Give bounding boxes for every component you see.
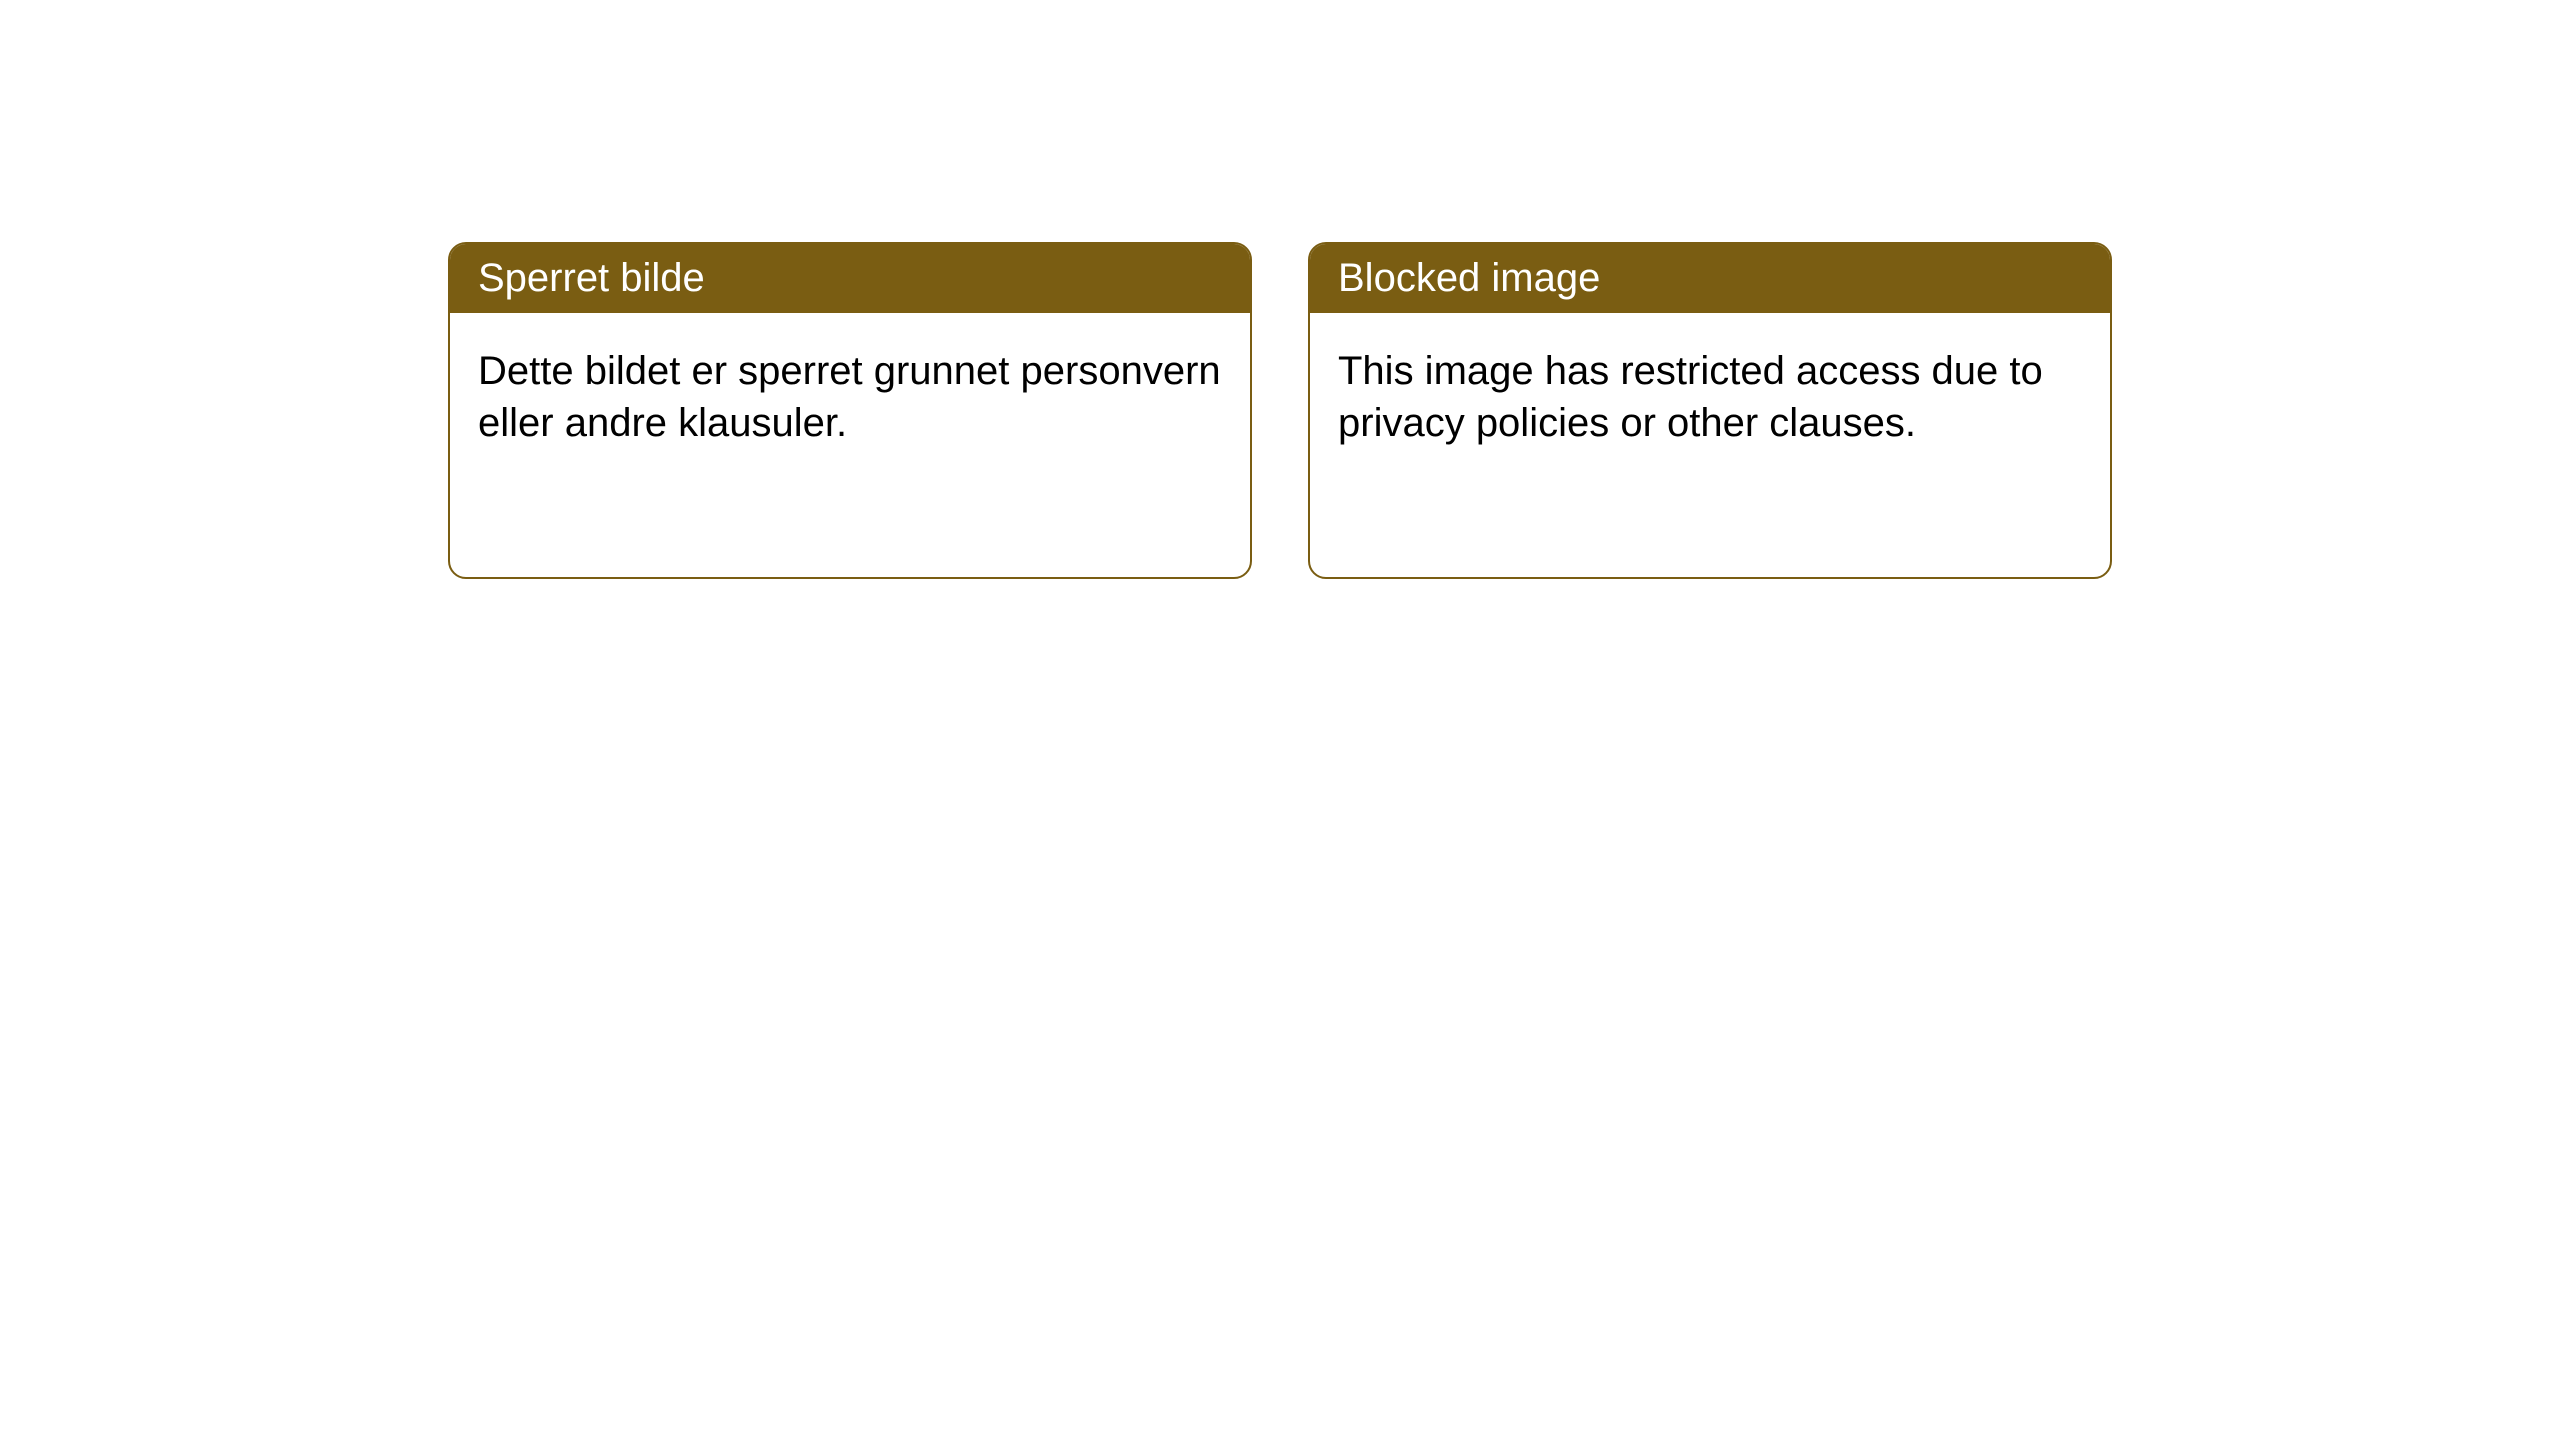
notice-card-norwegian: Sperret bilde Dette bildet er sperret gr… [448,242,1252,579]
notice-card-english: Blocked image This image has restricted … [1308,242,2112,579]
notice-header: Sperret bilde [450,244,1250,313]
notice-body: Dette bildet er sperret grunnet personve… [450,313,1250,481]
notice-header: Blocked image [1310,244,2110,313]
notice-body: This image has restricted access due to … [1310,313,2110,481]
notice-container: Sperret bilde Dette bildet er sperret gr… [0,0,2560,579]
